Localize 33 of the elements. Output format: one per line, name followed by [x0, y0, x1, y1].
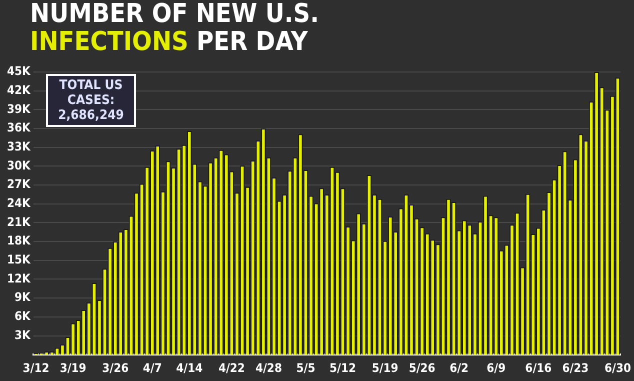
y-tick-label: 24K [7, 196, 32, 210]
x-tick-label: 4/7 [142, 360, 162, 375]
y-tick-label: 6K [14, 309, 32, 324]
chart-title: NUMBER OF NEW U.S. INFECTIONS PER DAY [30, 0, 319, 57]
y-tick-label: 42K [7, 82, 32, 97]
x-tick-label: 5/19 [372, 360, 398, 375]
x-tick-label: 3/19 [60, 360, 86, 375]
y-tick-label: 21K [7, 214, 32, 229]
y-tick-label: 30K [7, 158, 32, 172]
y-tick-label: 12K [7, 271, 32, 286]
x-tick-label: 5/26 [408, 360, 436, 375]
x-tick-label: 3/12 [22, 360, 50, 375]
x-tick-label: 6/9 [486, 360, 506, 375]
x-tick-label: 4/22 [218, 360, 245, 375]
x-tick-label: 4/28 [255, 360, 282, 375]
y-tick-label: 3K [14, 328, 32, 342]
y-tick-label: 33K [7, 139, 32, 154]
y-tick-label: 39K [7, 102, 32, 116]
y-tick-label: 27K [7, 177, 32, 192]
y-tick-label: 45K [7, 64, 32, 78]
y-tick-label: 36K [7, 120, 32, 135]
annotation: TOTAL US CASES: 2,686,249 [46, 74, 136, 127]
y-tick-label: 15K [7, 252, 32, 267]
x-tick-label: 6/30 [604, 360, 631, 375]
x-tick-label: 6/23 [562, 360, 589, 375]
y-tick-label: 18K [7, 234, 32, 248]
x-tick-label: 3/26 [102, 360, 129, 375]
x-tick-label: 5/12 [330, 360, 356, 375]
y-tick-label: 9K [14, 290, 32, 304]
x-tick-label: 6/2 [450, 360, 469, 375]
x-tick-label: 6/16 [525, 360, 552, 375]
x-tick-label: 4/14 [176, 360, 204, 375]
x-tick-label: 5/5 [296, 360, 316, 375]
